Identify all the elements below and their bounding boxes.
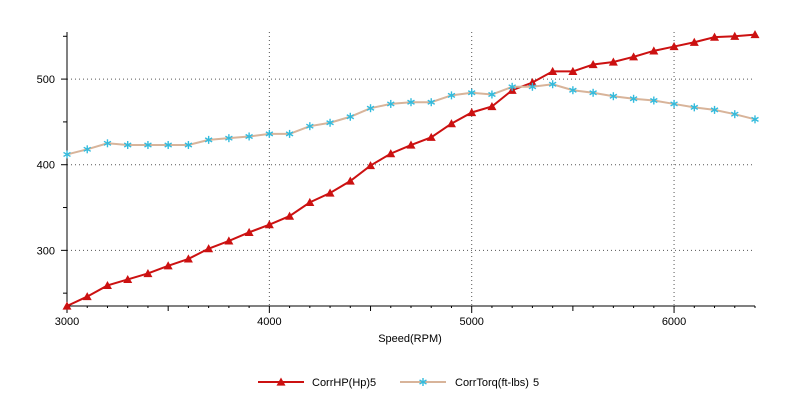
data-point xyxy=(690,103,699,112)
data-point xyxy=(629,52,639,61)
data-point xyxy=(123,274,133,284)
legend-item-corrhp-hp: CorrHP(Hp) 5 xyxy=(258,377,376,389)
data-point xyxy=(144,141,152,150)
x-tick-label: 6000 xyxy=(662,316,686,328)
data-point xyxy=(608,57,618,66)
data-point xyxy=(649,96,658,105)
data-point xyxy=(305,122,314,131)
data-point xyxy=(649,46,659,55)
data-point xyxy=(346,112,355,121)
data-point xyxy=(63,150,71,159)
data-point xyxy=(386,99,395,108)
data-point xyxy=(710,105,719,114)
data-point xyxy=(224,236,234,245)
data-point xyxy=(143,268,153,278)
data-point xyxy=(670,99,678,108)
series-corrhp-hp xyxy=(62,30,760,310)
data-point xyxy=(265,129,274,138)
data-point xyxy=(244,227,254,236)
data-point xyxy=(326,118,334,127)
legend-label: CorrTorq(ft-lbs) xyxy=(455,377,529,389)
x-axis-title: Speed(RPM) xyxy=(378,333,442,345)
data-point xyxy=(589,88,597,97)
data-point xyxy=(689,37,699,46)
x-tick-label: 4000 xyxy=(257,316,281,328)
legend-label: CorrHP(Hp) xyxy=(312,377,370,389)
x-tick-label: 5000 xyxy=(459,316,483,328)
data-point xyxy=(467,88,476,97)
legend-run-number: 5 xyxy=(370,377,376,389)
data-point xyxy=(83,145,92,154)
data-point xyxy=(345,176,355,185)
legend-marker xyxy=(419,378,427,386)
data-point xyxy=(225,134,233,143)
data-point xyxy=(264,220,274,229)
data-point xyxy=(183,254,193,263)
legend-item-corrtorq-ft-lbs: CorrTorq(ft-lbs) 5 xyxy=(400,377,539,389)
data-point xyxy=(446,119,456,128)
data-point xyxy=(751,115,759,124)
data-point xyxy=(508,82,517,91)
data-point xyxy=(406,140,416,149)
data-point xyxy=(548,80,557,89)
y-axis-ticks: 300 400 500 xyxy=(37,35,67,294)
legend-marker xyxy=(276,377,286,386)
data-point xyxy=(407,98,415,107)
data-point xyxy=(568,66,578,75)
data-point xyxy=(629,94,638,103)
data-point xyxy=(386,149,396,158)
data-point xyxy=(730,31,740,40)
data-point xyxy=(204,244,214,253)
data-point xyxy=(285,211,295,220)
data-point xyxy=(366,104,375,113)
data-point xyxy=(305,197,315,206)
data-point xyxy=(528,82,537,91)
data-point xyxy=(548,66,558,75)
series-layer xyxy=(62,30,760,310)
data-point xyxy=(184,141,193,150)
data-point xyxy=(366,161,376,170)
data-point xyxy=(123,141,132,150)
data-point xyxy=(325,188,335,197)
x-tick-label: 3000 xyxy=(55,316,79,328)
data-point xyxy=(163,261,173,270)
data-point xyxy=(609,92,618,101)
data-point xyxy=(488,90,496,99)
data-point xyxy=(569,86,577,95)
data-point xyxy=(82,292,92,301)
series-corrtorq-ft-lbs xyxy=(63,80,759,159)
data-point xyxy=(669,42,679,51)
data-point xyxy=(62,301,72,310)
y-tick-label: 300 xyxy=(37,245,55,257)
data-point xyxy=(447,91,456,100)
data-point xyxy=(730,110,739,119)
data-point xyxy=(103,139,112,148)
gridlines xyxy=(67,32,755,306)
data-point xyxy=(467,107,477,117)
y-tick-label: 500 xyxy=(37,74,55,86)
legend-run-number: 5 xyxy=(533,377,539,389)
data-point xyxy=(164,141,173,150)
x-axis-ticks: 3000 4000 5000 6000 xyxy=(55,306,756,328)
data-point xyxy=(588,60,598,69)
data-point xyxy=(102,280,112,290)
data-point xyxy=(710,32,720,41)
data-point xyxy=(750,30,760,39)
data-point xyxy=(204,135,213,144)
data-point xyxy=(245,132,253,141)
data-point xyxy=(427,98,436,107)
data-point xyxy=(487,101,497,111)
data-point xyxy=(527,78,537,87)
data-point xyxy=(426,132,436,141)
data-point xyxy=(285,129,294,138)
y-tick-label: 400 xyxy=(37,160,55,172)
legend: CorrHP(Hp) 5 CorrTorq(ft-lbs) 5 xyxy=(258,377,539,389)
